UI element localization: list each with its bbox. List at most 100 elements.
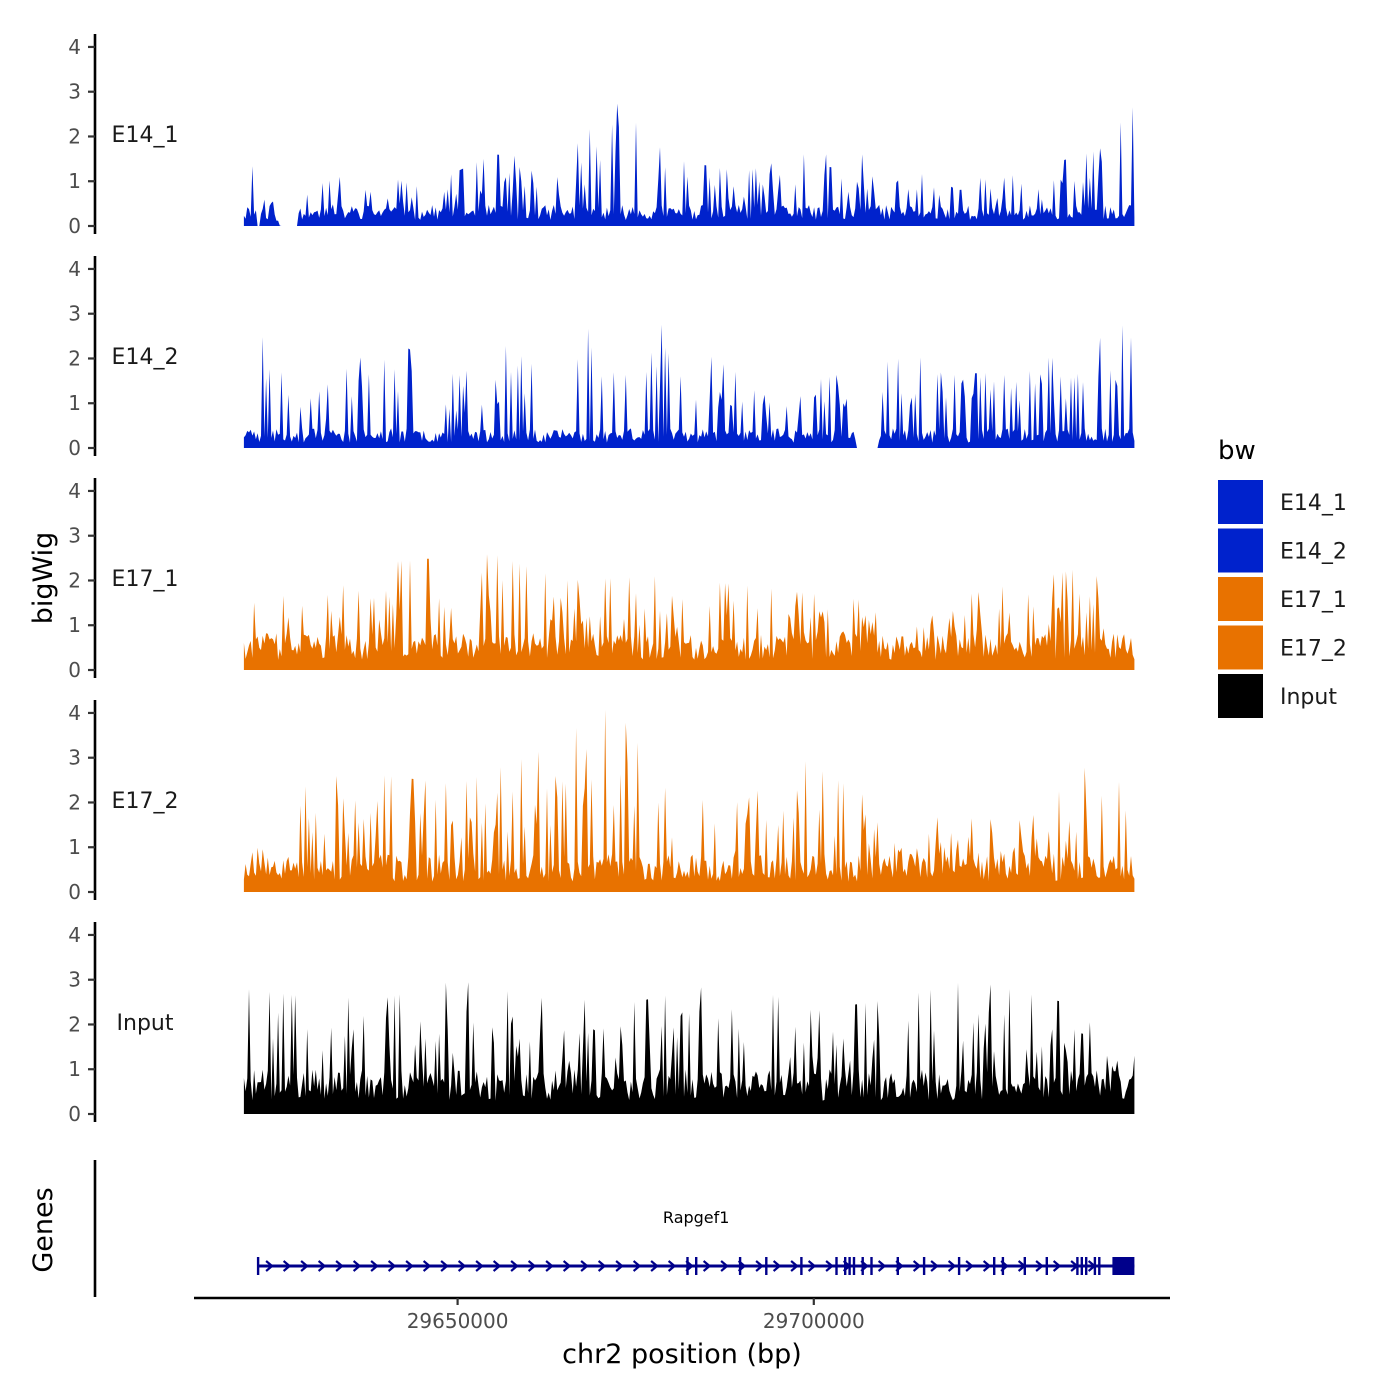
y-tick-label: 3 [68,302,81,326]
legend-title: bw [1218,436,1256,466]
strand-arrow [492,1260,502,1272]
strand-arrow [912,1260,922,1272]
y-tick-label: 2 [68,1012,81,1036]
track-label: E14_2 [112,345,179,370]
y-tick-label: 1 [68,169,81,193]
exon [861,1257,864,1275]
strand-arrow [772,1260,782,1272]
y-tick-label: 1 [68,835,81,859]
legend-swatch [1218,674,1263,718]
strand-arrow [475,1260,484,1272]
y-tick-label: 1 [68,1057,81,1081]
legend-item-input: Input [1218,674,1337,718]
strand-arrow [632,1260,642,1272]
strand-arrow [1052,1260,1062,1272]
track-label: E17_2 [112,789,179,814]
strand-arrow [580,1260,589,1272]
y-tick-label: 3 [68,968,81,992]
strand-arrow [877,1260,887,1272]
exon [1076,1257,1079,1275]
strand-arrow [615,1260,624,1272]
exon [1085,1257,1088,1275]
strand-arrow [370,1260,379,1272]
exon [256,1257,260,1275]
exon [852,1257,856,1275]
y-tick-label: 2 [68,346,81,370]
signal-area [243,324,1135,448]
y-tick-label: 0 [68,1102,81,1126]
strand-arrow [352,1260,362,1272]
signal-area [243,103,1135,226]
track-e14-2: 0 1 2 3 4 E14_2 [68,256,1135,460]
exon [1098,1257,1101,1275]
y-tick-label: 3 [68,524,81,548]
y-axis-title: bigWig [28,532,59,625]
legend-swatch [1218,528,1263,573]
y-tick-label: 2 [68,568,81,592]
bigwig-tracks: 0 1 2 3 4 E14_1 0 1 2 3 4 E14_2 0 1 2 3 4 E17_1 0 1 2 3 4 E17_2… [68,34,1135,1126]
y-tick-label: 0 [68,658,81,682]
exon [1001,1257,1005,1275]
strand-arrow [387,1260,397,1272]
track-e14-1: 0 1 2 3 4 E14_1 [68,34,1135,238]
genes-track: Rapgef1 [93,1160,1135,1297]
legend-item-e17-1: E17_1 [1218,577,1347,621]
y-tick-label: 4 [68,479,81,503]
strand-arrow [755,1260,764,1272]
exon [896,1257,899,1275]
signal-area [243,982,1135,1114]
legend-label: Input [1280,685,1337,710]
strand-arrow [300,1260,309,1272]
y-tick-label: 2 [68,124,81,148]
y-tick-label: 0 [68,214,81,238]
exon [844,1257,847,1275]
exon [765,1257,768,1275]
strand-arrow [825,1260,834,1272]
y-tick-label: 4 [68,35,81,59]
x-axis-title: chr2 position (bp) [562,1339,802,1370]
strand-arrow [527,1260,537,1272]
strand-arrow [982,1260,992,1272]
exon [957,1257,961,1275]
exon [686,1257,689,1275]
strand-arrow [720,1260,729,1272]
y-tick-label: 1 [68,613,81,637]
y-tick-label: 4 [68,923,81,947]
strand-arrow [947,1260,957,1272]
y-tick-label: 2 [68,790,81,814]
strand-arrow [335,1260,344,1272]
signal-area [243,709,1135,892]
y-tick-label: 0 [68,436,81,460]
y-tick-label: 1 [68,391,81,415]
strand-arrow [265,1260,274,1272]
signal-area [243,554,1135,670]
strand-arrow [457,1260,467,1272]
y-tick-label: 4 [68,701,81,725]
exon [993,1257,996,1275]
track-label: Input [117,1011,174,1036]
legend-swatch [1218,480,1263,524]
strand-arrow [650,1260,659,1272]
legend-label: E14_1 [1280,491,1347,516]
track-input: 0 1 2 3 4 Input [68,922,1135,1126]
legend-swatch [1218,625,1263,670]
gene-label: Rapgef1 [663,1208,730,1227]
strand-arrow [440,1260,449,1272]
strand-arrow [510,1260,519,1272]
strand-arrow [562,1260,572,1272]
exon-terminal [1112,1257,1135,1275]
track-label: E14_1 [112,123,179,148]
x-tick-label: 29650000 [407,1309,509,1333]
strand-arrow [1035,1260,1044,1272]
exon [1093,1257,1097,1275]
strand-arrow [790,1260,799,1272]
strand-arrow [405,1260,414,1272]
gene-rapgef1: Rapgef1 [256,1208,1135,1275]
y-tick-label: 3 [68,80,81,104]
y-tick-label: 4 [68,257,81,281]
legend: bw E14_1 E14_2 E17_1 E17_2 Input [1218,436,1347,718]
strand-arrow [317,1260,327,1272]
exon [695,1257,698,1275]
legend-label: E17_1 [1280,588,1347,613]
